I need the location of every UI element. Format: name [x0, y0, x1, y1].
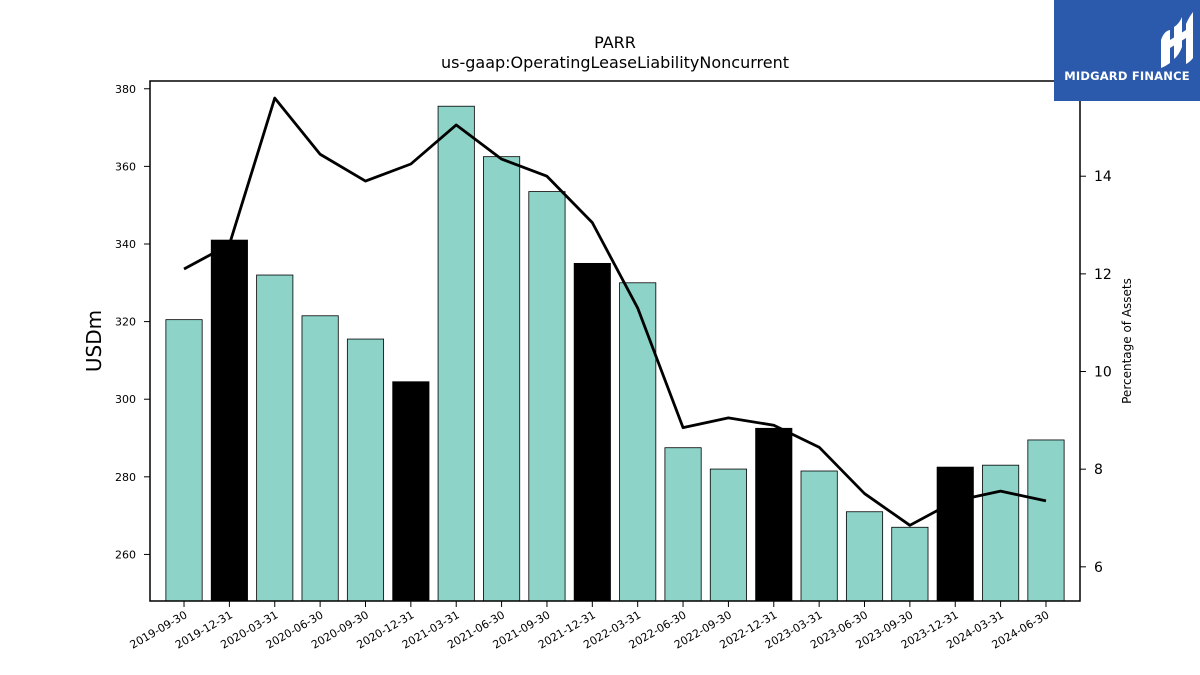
midgard-logo-icon — [1161, 12, 1193, 68]
chart-subtitle: us-gaap:OperatingLeaseLiabilityNoncurren… — [441, 53, 789, 72]
brand-name: MIDGARD FINANCE — [1064, 69, 1190, 83]
bar-2022-06-30 — [664, 447, 702, 602]
bar-2019-09-30 — [165, 319, 203, 602]
line-series — [183, 96, 1047, 527]
y-tick-label: 260 — [115, 548, 136, 561]
bar-2021-03-31 — [437, 105, 475, 602]
bar-2022-09-30 — [709, 468, 747, 602]
bar-2021-12-31 — [573, 262, 611, 602]
chart-title: PARR — [594, 33, 636, 52]
plot-frame — [149, 80, 1081, 602]
y2-tick-label: 14 — [1094, 169, 1112, 185]
bar-2023-09-30 — [891, 526, 929, 602]
percentage-of-assets-line — [183, 96, 1047, 527]
y-tick-label: 380 — [115, 83, 136, 96]
bar-2022-12-31 — [755, 427, 793, 602]
bar-2021-06-30 — [483, 156, 521, 602]
bar-2024-06-30 — [1027, 439, 1065, 602]
bar-2023-06-30 — [845, 511, 884, 602]
y2-tick-label: 12 — [1094, 267, 1112, 283]
bar-2021-09-30 — [528, 191, 566, 602]
bar-2022-03-31 — [619, 282, 657, 602]
bar-2020-09-30 — [346, 338, 385, 602]
y2-tick-label: 10 — [1094, 365, 1112, 381]
y-tick-label: 340 — [115, 238, 136, 251]
bar-2020-03-31 — [256, 274, 294, 602]
bar-2024-03-31 — [982, 464, 1020, 602]
bar-2020-12-31 — [392, 381, 430, 602]
y-axis-label-right: Percentage of Assets — [1120, 278, 1134, 404]
y-tick-label: 320 — [115, 316, 136, 329]
y-tick-label: 360 — [115, 160, 136, 173]
y-tick-label: 300 — [115, 393, 136, 406]
bar-2023-03-31 — [800, 470, 838, 602]
bar-2020-06-30 — [301, 315, 339, 602]
y-axis-right: 6 8 10 12 14 — [1080, 169, 1112, 576]
brand-logo: MIDGARD FINANCE — [1054, 0, 1200, 101]
bar-series — [165, 105, 1065, 602]
y-axis-label-left: USDm — [82, 310, 106, 372]
y-axis-left: 260 280 300 320 340 360 380 — [115, 83, 150, 561]
bar-2023-12-31 — [936, 466, 974, 602]
bar-2019-12-31 — [210, 239, 248, 602]
x-axis: 2019-09-302019-12-312020-03-312020-06-30… — [128, 601, 1051, 652]
y2-tick-label: 8 — [1094, 462, 1103, 478]
y-tick-label: 280 — [115, 471, 136, 484]
y2-tick-label: 6 — [1094, 560, 1103, 576]
